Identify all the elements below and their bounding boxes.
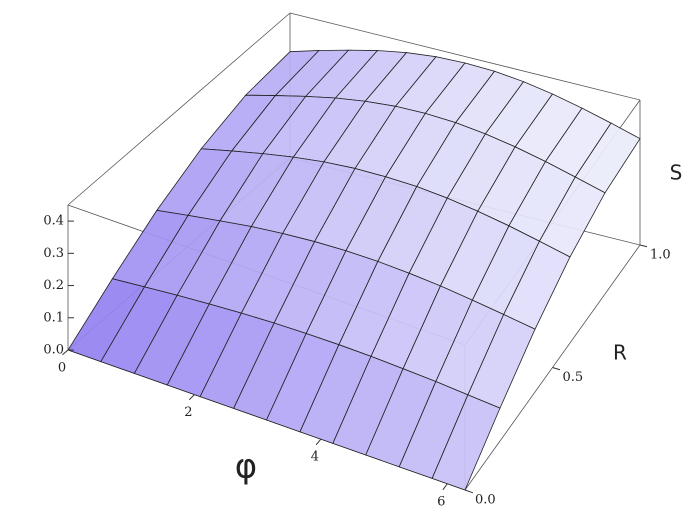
z-tick-label: 0.3 xyxy=(43,246,64,261)
z-tick-label: 0.4 xyxy=(43,214,64,229)
z-tick-label: 0.1 xyxy=(43,310,64,325)
x-tick-label: 0 xyxy=(58,361,66,376)
z-tick-label: 0.2 xyxy=(43,278,64,293)
y-tick-label: 0.5 xyxy=(563,370,584,385)
x-axis-label: φ xyxy=(235,447,257,487)
surface-patch xyxy=(431,394,501,491)
x-tick xyxy=(188,394,195,401)
z-tick-label: 0.0 xyxy=(43,343,64,358)
x-tick xyxy=(315,438,322,446)
box-edge xyxy=(289,12,641,101)
x-tick xyxy=(442,483,448,491)
z-axis-label: S xyxy=(670,161,683,185)
y-tick-label: 0.0 xyxy=(475,493,496,508)
x-tick-label: 2 xyxy=(184,405,192,420)
surface xyxy=(67,49,641,491)
x-tick-label: 6 xyxy=(437,494,445,509)
x-tick xyxy=(62,349,69,356)
y-tick xyxy=(464,489,474,494)
axes: 0 2 4 6 0.0 0.5 1.0 0.0 0.1 0.2 0.3 0.4 xyxy=(43,214,670,510)
y-tick xyxy=(639,244,648,248)
y-axis-label: R xyxy=(613,341,627,365)
y-tick xyxy=(552,367,561,371)
box-edge xyxy=(67,12,291,206)
x-tick-label: 4 xyxy=(311,450,319,465)
y-tick-label: 1.0 xyxy=(650,248,671,263)
